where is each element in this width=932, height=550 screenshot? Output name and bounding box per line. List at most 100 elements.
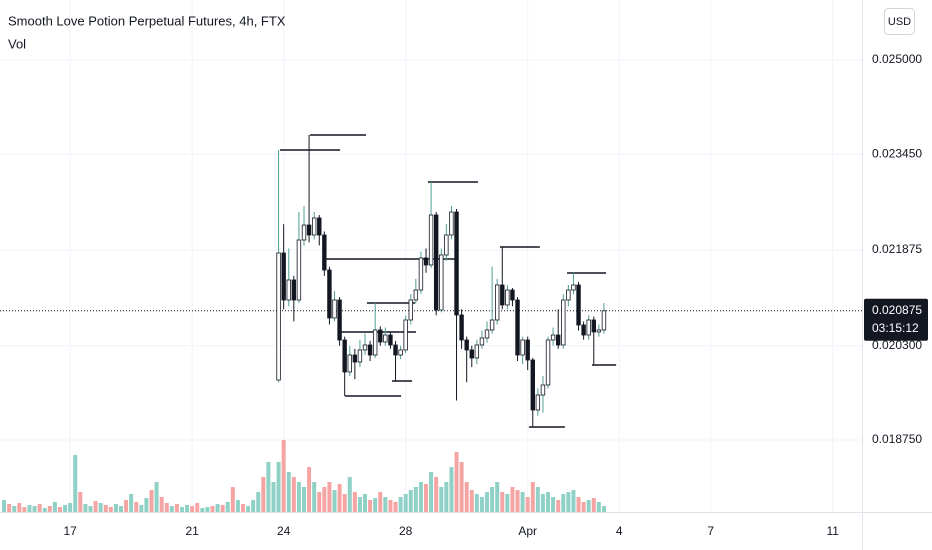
volume-bar: [444, 482, 449, 512]
volume-bar: [495, 482, 500, 512]
currency-button[interactable]: [884, 8, 915, 35]
candle-body: [464, 339, 469, 351]
volume-bar: [418, 482, 423, 512]
candle-body: [591, 319, 596, 333]
volume-bar: [485, 492, 490, 512]
candle-body: [408, 299, 413, 321]
candle-body: [362, 344, 368, 351]
volume-bar: [347, 477, 352, 512]
volume-bar: [271, 482, 276, 512]
candle-body: [286, 279, 291, 301]
candle-body: [500, 284, 505, 306]
volume-bar: [571, 490, 576, 512]
volume-bar: [337, 484, 342, 512]
candle-body: [301, 224, 307, 241]
volume-bar: [103, 505, 108, 512]
volume-bar: [63, 505, 68, 512]
volume-bar: [408, 490, 413, 512]
candle-body: [474, 344, 480, 359]
volume-bar: [327, 482, 332, 512]
y-tick-label: 0.018750: [872, 432, 922, 446]
volume-bar: [195, 503, 200, 512]
volume-bar: [576, 497, 581, 512]
candle-body: [337, 299, 342, 341]
candle-body: [479, 337, 485, 346]
volume-bar: [190, 506, 195, 512]
volume-bar: [169, 506, 174, 512]
volume-bar: [164, 503, 169, 512]
volume-bar: [154, 482, 159, 512]
volume-bar: [47, 506, 52, 512]
volume-bar: [434, 477, 439, 512]
volume-bar: [388, 500, 393, 512]
volume-bar: [591, 498, 596, 512]
volume-bar: [159, 497, 164, 512]
candle-body: [454, 211, 459, 316]
volume-bar: [27, 505, 32, 512]
volume-bar: [561, 494, 566, 512]
candle-body: [428, 214, 434, 266]
volume-bar: [363, 494, 368, 512]
volume-bar: [510, 487, 515, 512]
volume-bar: [235, 500, 240, 512]
volume-bar: [83, 504, 88, 512]
volume-bar: [500, 492, 505, 512]
volume-bar: [459, 462, 464, 512]
volume-bar: [220, 505, 225, 512]
volume-bar: [479, 497, 484, 512]
candle-body: [561, 299, 566, 346]
candle-body: [596, 329, 602, 333]
volume-bar: [449, 467, 454, 512]
candle-body: [566, 289, 571, 301]
candle-body: [342, 339, 347, 373]
volume-bar: [312, 482, 317, 512]
volume-bar: [556, 500, 561, 512]
candle-body: [540, 384, 546, 396]
candle-body: [367, 344, 373, 356]
candle-body: [601, 310, 607, 331]
volume-bar: [98, 503, 103, 512]
volume-bar: [566, 492, 571, 512]
grid: [0, 0, 862, 512]
volume-bar: [124, 500, 129, 512]
candle-body: [545, 339, 551, 386]
candle-body: [306, 224, 312, 236]
volume-bar: [149, 490, 154, 512]
volume-bar: [246, 506, 251, 512]
candle-body: [347, 354, 352, 373]
volume-bar: [17, 503, 22, 512]
volume-bar: [469, 490, 474, 512]
volume-bar: [403, 494, 408, 512]
candle-body: [444, 234, 449, 256]
volume-bar: [601, 506, 606, 512]
volume-bar: [596, 502, 601, 512]
candle-body: [418, 257, 424, 291]
volume-bar: [215, 504, 220, 512]
volume-bar: [586, 500, 591, 512]
volume-bar: [180, 507, 185, 512]
volume-bar: [322, 487, 327, 512]
volume-bar: [200, 508, 205, 512]
candle-body: [530, 359, 535, 411]
volume-bar: [52, 502, 57, 512]
candle-body: [291, 279, 297, 301]
candle-body: [576, 284, 581, 326]
volume-bar: [225, 502, 230, 512]
x-tick-label: 4: [616, 524, 623, 538]
candle-body: [423, 257, 429, 266]
volume-bar: [251, 500, 256, 512]
volume-bar: [424, 484, 429, 512]
candle-body: [449, 211, 454, 236]
volume-bar: [129, 494, 134, 512]
candle-body: [550, 334, 556, 341]
volume-bar: [291, 477, 296, 512]
x-tick-label: 28: [399, 524, 413, 538]
candle-body: [352, 354, 358, 363]
volume-bar: [530, 482, 535, 512]
volume-bar: [185, 505, 190, 512]
candle-body: [393, 344, 398, 356]
currency-label[interactable]: USD: [888, 16, 911, 28]
candle-body: [525, 339, 530, 361]
